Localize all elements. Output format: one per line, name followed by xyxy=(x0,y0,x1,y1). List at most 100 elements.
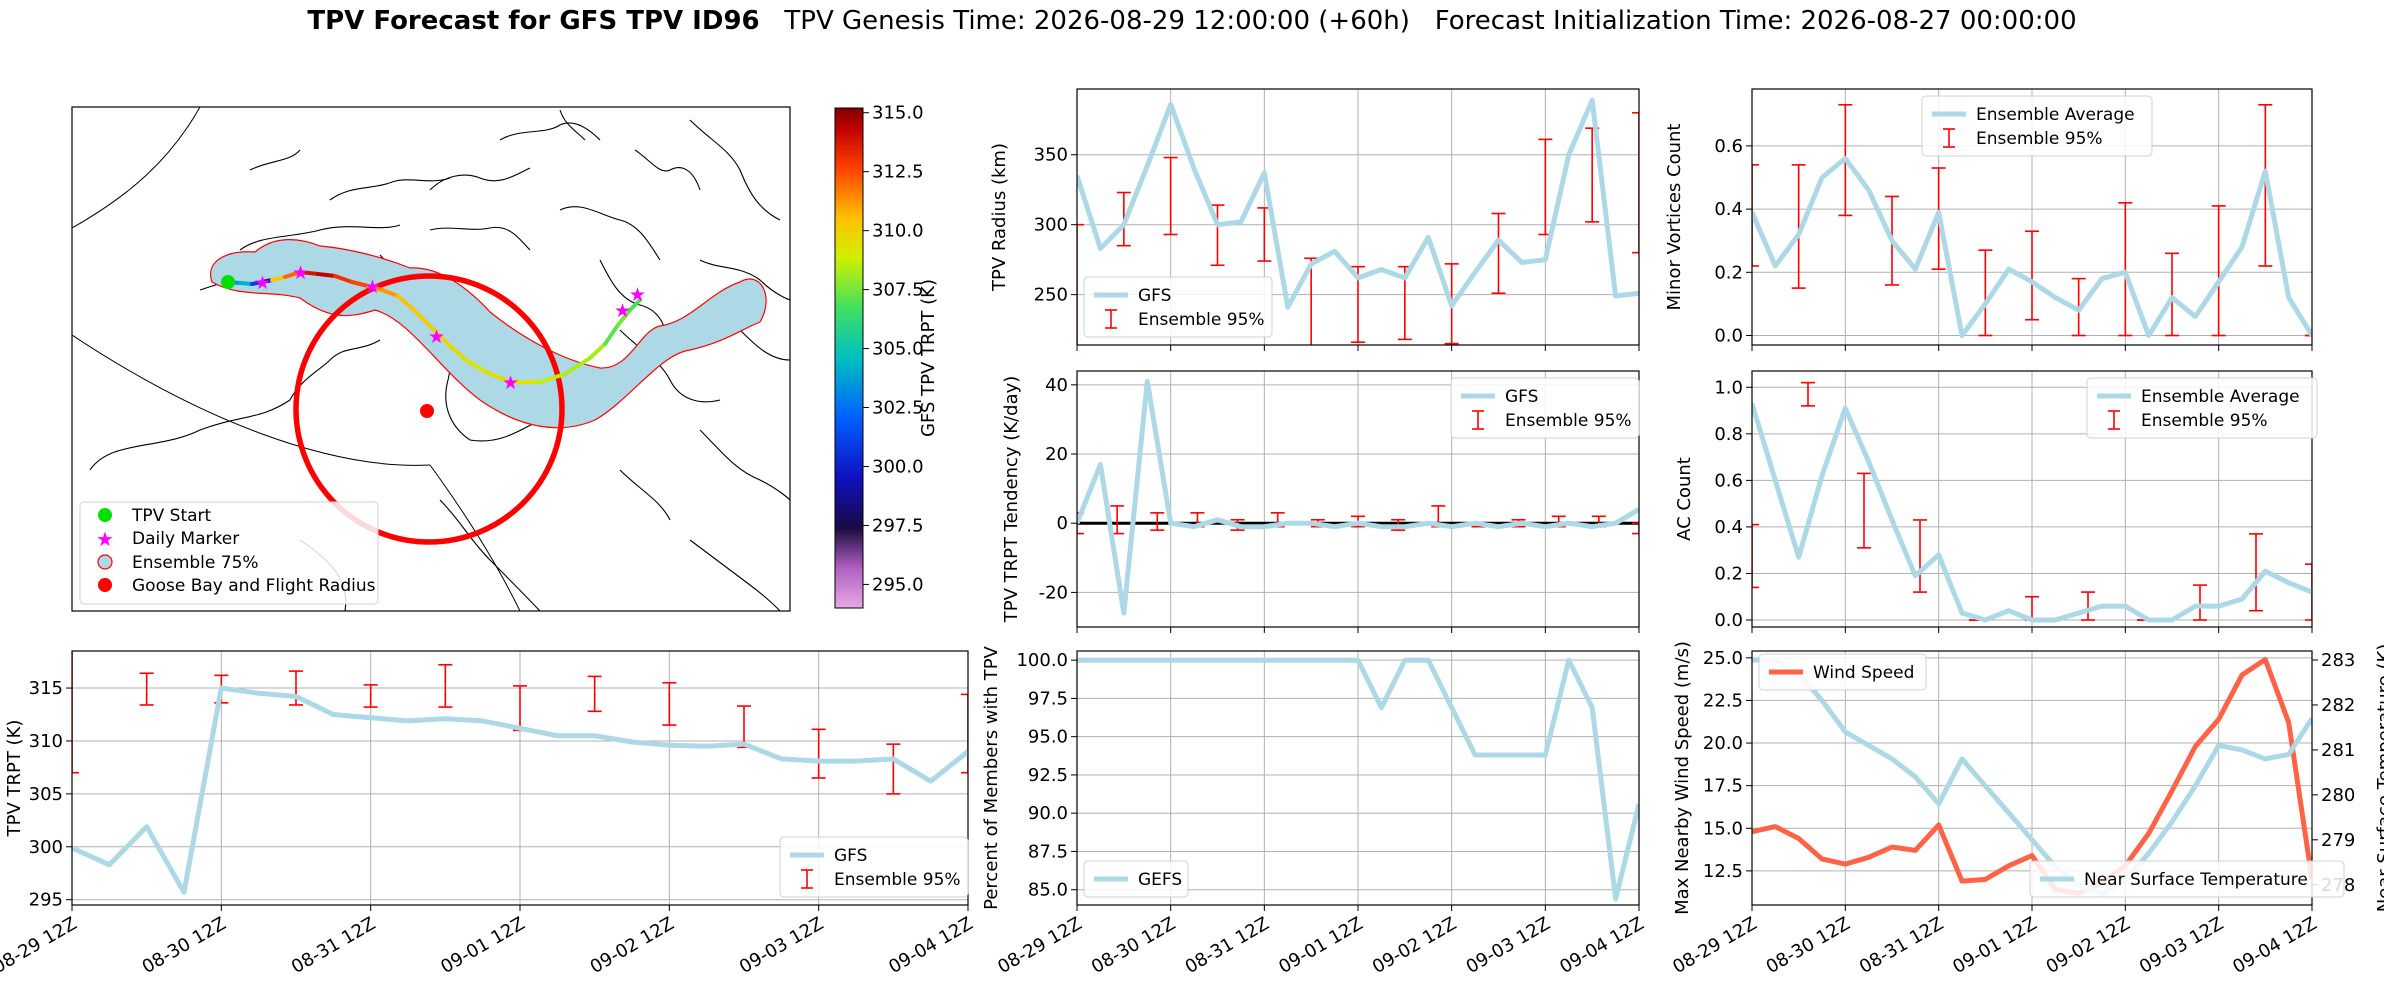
track-segment xyxy=(628,298,642,312)
y-tick-label: 1.0 xyxy=(1714,377,1743,398)
x-tick-label: 08-29 12Z xyxy=(0,913,81,978)
y-axis-label: Minor Vortices Count xyxy=(1664,124,1685,311)
series xyxy=(72,685,968,895)
track-segment xyxy=(484,370,512,384)
series-line-1 xyxy=(1752,657,2312,897)
y-tick-label: 300 xyxy=(1034,215,1068,236)
y-tick-label: 0.4 xyxy=(1714,517,1743,538)
ensemble-bar xyxy=(1491,212,1506,295)
goose-bay-marker xyxy=(420,404,434,418)
ensemble-bar xyxy=(1978,249,1993,337)
ensemble-bars xyxy=(1752,104,2312,337)
legend-errorbar-icon xyxy=(1943,128,1955,148)
track-segment xyxy=(316,272,337,278)
legend-item: Ensemble 75% xyxy=(132,553,259,573)
colorbar-tick-label: 302.5 xyxy=(872,398,924,419)
x-tick-label: 08-30 12Z xyxy=(139,913,230,978)
y-tick-label: 100.0 xyxy=(1016,650,1068,671)
panel-minor: 0.0 0.2 0.4 0.6 Minor Vortices Count Ensemble… xyxy=(1664,88,2313,351)
legend-label: Ensemble 95% xyxy=(2141,411,2268,431)
legend-box xyxy=(2086,377,2318,439)
ensemble-bar xyxy=(2211,205,2226,337)
ensemble-bar xyxy=(139,672,154,706)
series-line-0 xyxy=(1752,402,2312,623)
y-tick-label: 95.0 xyxy=(1028,727,1068,748)
tpv-start-marker xyxy=(221,275,235,289)
y-axis-label: Percent of Members with TPV xyxy=(981,645,1002,909)
title-init: Forecast Initialization Time: 2026-08-27… xyxy=(1434,6,2077,36)
series-line-0 xyxy=(1752,156,2312,338)
series xyxy=(1752,657,2312,897)
x-tick-label: 09-04 12Z xyxy=(885,913,976,978)
legend-errorbar-icon xyxy=(1105,309,1117,329)
track-segment xyxy=(298,270,320,276)
ensemble-bar xyxy=(72,651,79,774)
colorbar-ticks: 315.0 312.5 310.0 307.5 305.0 302.5 300.0 297.5… xyxy=(863,103,924,595)
x-tick-label: 08-29 12Z xyxy=(994,913,1085,978)
legend-tpv-start-icon xyxy=(98,508,112,522)
colorbar-tick-label: 300.0 xyxy=(872,456,924,477)
legend-box xyxy=(779,836,969,898)
series xyxy=(1077,657,1639,902)
y-tick-label: 0.0 xyxy=(1714,326,1743,347)
x-tick-label: 09-04 12Z xyxy=(2229,913,2320,978)
panel-radius: 250 300 350 TPV Radius (km) GFS Ensemble 95% xyxy=(989,88,1640,351)
projection-line xyxy=(72,107,201,229)
ensemble-bar xyxy=(2118,201,2133,337)
series xyxy=(1077,378,1639,616)
y-tick-label: 0.4 xyxy=(1714,199,1743,220)
projection-line xyxy=(429,464,521,611)
series-line-0 xyxy=(1077,657,1639,902)
ensemble-bar xyxy=(1913,519,1927,593)
ensemble-bar xyxy=(886,743,901,795)
legend-item: TPV Start xyxy=(131,506,212,526)
colorbar-tick-label: 305.0 xyxy=(872,339,924,360)
colorbar-tick-label: 297.5 xyxy=(872,515,924,536)
legend-label: GFS xyxy=(1505,387,1538,407)
map-panel: ★ ★★★★★★ TPV Start ★ Daily Marker Ensembl… xyxy=(71,103,939,612)
daily-marker: ★ xyxy=(364,276,381,298)
tpv-track xyxy=(226,270,642,384)
y-tick-label: 25.0 xyxy=(1703,648,1743,669)
ensemble-bar xyxy=(2258,104,2273,267)
y-tick-label: 310 xyxy=(29,731,63,752)
legend-box xyxy=(1921,95,2153,157)
x-tick-label: 09-01 12Z xyxy=(1275,913,1366,978)
panel-wind_temp: 12.515.017.520.022.525.02782792802812822… xyxy=(1669,641,2384,978)
legend-label: GFS xyxy=(834,846,867,866)
y-tick-label: 90.0 xyxy=(1028,803,1068,824)
y-tick-label: 305 xyxy=(29,784,63,805)
ensemble-bar xyxy=(289,670,303,706)
x-tick-label: 09-01 12Z xyxy=(1949,913,2040,978)
y-tick-label: 22.5 xyxy=(1703,690,1743,711)
daily-marker: ★ xyxy=(428,326,445,348)
x-tick-label: 08-29 12Z xyxy=(1669,913,1760,978)
x-tick-label: 09-02 12Z xyxy=(587,913,678,978)
legend-label: Ensemble 95% xyxy=(1505,411,1632,431)
y-tick-label: 40 xyxy=(1045,375,1068,396)
legend-label: Ensemble 95% xyxy=(1138,310,1265,330)
ensemble-bar xyxy=(587,675,602,713)
ensemble-bar xyxy=(438,663,453,708)
y-tick-label: 12.5 xyxy=(1703,861,1743,882)
legend-ensemble-icon xyxy=(97,554,113,570)
y-tick-label: 300 xyxy=(29,837,63,858)
series-line-0 xyxy=(1077,378,1639,616)
x-tick-label: 09-02 12Z xyxy=(1369,913,1460,978)
track-segment xyxy=(366,284,384,292)
track-segment xyxy=(270,275,287,282)
y-tick-label: 0.2 xyxy=(1714,563,1743,584)
x-tick-label: 09-02 12Z xyxy=(2043,913,2134,978)
legend-goose-bay-icon xyxy=(98,578,112,592)
ensemble-bar xyxy=(1632,111,1639,254)
ensemble-bar xyxy=(662,681,677,726)
legend-box xyxy=(1083,860,1189,898)
y-tick-label: 0.6 xyxy=(1714,136,1743,157)
ensemble-bar xyxy=(363,684,378,708)
daily-marker: ★ xyxy=(614,300,631,322)
ensemble-bar xyxy=(1752,164,1759,267)
title-genesis: TPV Genesis Time: 2026-08-29 12:00:00 (+… xyxy=(784,6,1410,36)
daily-marker: ★ xyxy=(254,272,271,294)
